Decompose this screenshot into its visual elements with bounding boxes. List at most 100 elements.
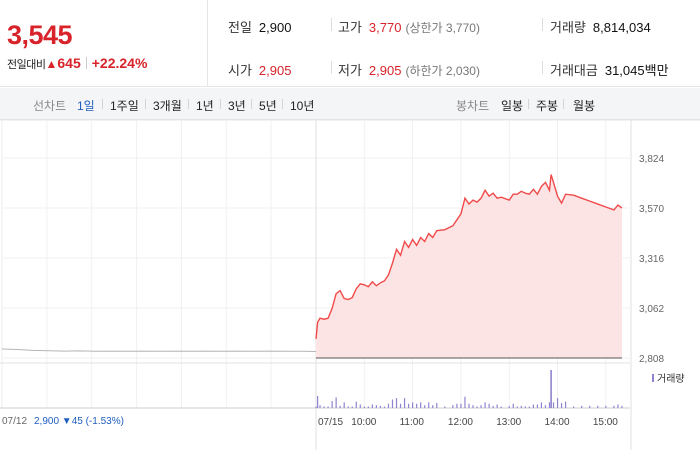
period-3y-tab[interactable]: 3년 bbox=[228, 99, 246, 113]
volume-bar bbox=[460, 403, 462, 408]
stat-high: 고가 3,770 (상한가 3,770) bbox=[338, 17, 480, 36]
volume-value: 8,814,034 bbox=[592, 20, 651, 35]
stat-prev-close: 전일 2,900 bbox=[228, 17, 291, 36]
volume-bar bbox=[323, 406, 325, 408]
volume-bar bbox=[315, 406, 317, 408]
period-5y-tab[interactable]: 5년 bbox=[259, 99, 277, 113]
divider bbox=[220, 99, 221, 109]
change-amount: 645 bbox=[57, 55, 81, 71]
x-tick-label-prev-date: 07/12 bbox=[2, 416, 27, 427]
volume-bar bbox=[472, 405, 474, 408]
x-tick-label: 13:00 bbox=[496, 417, 521, 428]
amount-value: 31,045 bbox=[604, 63, 645, 78]
volume-bar-spike bbox=[550, 370, 552, 408]
price-summary: 3,545 전일대비▲645 +22.24% bbox=[0, 0, 208, 87]
candle-monthly-tab[interactable]: 월봉 bbox=[573, 99, 596, 113]
volume-bar bbox=[343, 402, 345, 408]
volume-bar bbox=[351, 406, 353, 408]
high-label: 고가 bbox=[338, 20, 362, 35]
volume-bar bbox=[387, 403, 390, 408]
quote-header: 3,545 전일대비▲645 +22.24% 전일 2,900 고가 3,770 (상한… bbox=[0, 0, 700, 87]
period-1d-tab[interactable]: 1일 bbox=[77, 99, 95, 113]
volume-bar bbox=[597, 405, 599, 408]
volume-bar bbox=[407, 403, 410, 408]
current-price: 3,545 bbox=[7, 20, 73, 50]
volume-bar bbox=[532, 404, 534, 408]
chart-toolbar: 선차트 1일 1주일 3개월 1년 3년 5년 10년 봉차트 일봉 주봉 월봉 bbox=[0, 88, 700, 120]
volume-bar bbox=[359, 404, 361, 408]
price-area-fill bbox=[316, 174, 622, 358]
volume-bar bbox=[621, 405, 623, 408]
y-tick-label: 3,316 bbox=[639, 254, 664, 265]
volume-bar bbox=[367, 406, 369, 408]
volume-bar bbox=[424, 405, 426, 408]
volume-bar bbox=[605, 405, 607, 408]
volume-bar bbox=[464, 396, 466, 408]
divider bbox=[102, 99, 103, 109]
volume-bar bbox=[319, 405, 321, 408]
open-value: 2,905 bbox=[258, 63, 292, 78]
y-tick-label: 3,062 bbox=[639, 304, 664, 315]
volume-bar bbox=[436, 403, 438, 408]
volume-bar bbox=[403, 398, 406, 408]
volume-bar bbox=[452, 405, 454, 408]
upper-limit: (상한가 3,770) bbox=[405, 21, 480, 35]
volume-bar bbox=[317, 396, 319, 408]
volume-bar bbox=[399, 403, 402, 408]
volume-bar bbox=[395, 398, 398, 408]
change-percent: +22.24% bbox=[91, 55, 148, 71]
volume-bar bbox=[488, 403, 490, 408]
volume-bar bbox=[581, 405, 583, 408]
x-tick-label: 11:00 bbox=[400, 417, 425, 428]
change-row: 전일대비▲645 +22.24% bbox=[7, 55, 147, 72]
volume-bar bbox=[363, 406, 365, 408]
volume-bar bbox=[613, 405, 615, 408]
period-3m-tab[interactable]: 3개월 bbox=[153, 99, 182, 113]
high-value: 3,770 bbox=[368, 20, 402, 35]
volume-bar bbox=[383, 406, 386, 408]
divider bbox=[542, 18, 543, 31]
y-tick-label: 3,824 bbox=[639, 154, 664, 165]
volume-bar bbox=[492, 405, 494, 408]
volume-bar bbox=[552, 402, 555, 408]
volume-bar bbox=[500, 406, 502, 408]
stat-low: 저가 2,905 (하한가 2,030) bbox=[338, 60, 480, 79]
period-1w-tab[interactable]: 1주일 bbox=[110, 99, 139, 113]
volume-bar bbox=[589, 405, 591, 408]
volume-bar bbox=[560, 403, 563, 408]
volume-bar bbox=[331, 400, 333, 408]
volume-bar bbox=[428, 402, 430, 408]
x-tick-label: 12:00 bbox=[448, 417, 473, 428]
y-tick-label: 3,570 bbox=[639, 204, 664, 215]
volume-bar bbox=[355, 401, 357, 408]
volume-bar bbox=[520, 405, 522, 408]
candle-weekly-tab[interactable]: 주봉 bbox=[536, 99, 559, 113]
volume-bar bbox=[617, 404, 619, 408]
candle-daily-tab[interactable]: 일봉 bbox=[501, 99, 524, 113]
x-tick-label-session-date: 07/15 bbox=[318, 417, 343, 428]
divider bbox=[563, 99, 564, 109]
open-label: 시가 bbox=[228, 63, 252, 78]
volume-bar bbox=[476, 406, 478, 408]
stat-amount: 거래대금 31,045백만 bbox=[550, 60, 669, 79]
volume-bar bbox=[548, 402, 551, 408]
period-10y-tab[interactable]: 10년 bbox=[290, 99, 315, 113]
y-tick-label: 2,808 bbox=[639, 354, 664, 365]
low-value: 2,905 bbox=[368, 63, 402, 78]
volume-bar bbox=[484, 402, 486, 408]
volume-bar bbox=[480, 405, 482, 408]
period-1y-tab[interactable]: 1년 bbox=[196, 99, 214, 113]
volume-bar bbox=[327, 406, 329, 408]
volume-bar bbox=[391, 399, 394, 408]
low-label: 저가 bbox=[338, 63, 362, 78]
volume-bar bbox=[347, 406, 349, 408]
amount-unit: 백만 bbox=[644, 63, 669, 78]
volume-bar bbox=[339, 405, 341, 408]
volume-bar bbox=[416, 403, 418, 408]
divider bbox=[528, 99, 529, 109]
divider bbox=[542, 61, 543, 74]
x-tick-label: 15:00 bbox=[593, 417, 618, 428]
volume-bar bbox=[516, 406, 518, 408]
price-chart[interactable]: 3,824 3,570 3,316 3,062 2,808 거래량 07/12 2,900 ▼… bbox=[0, 120, 700, 450]
volume-bar bbox=[335, 397, 337, 408]
